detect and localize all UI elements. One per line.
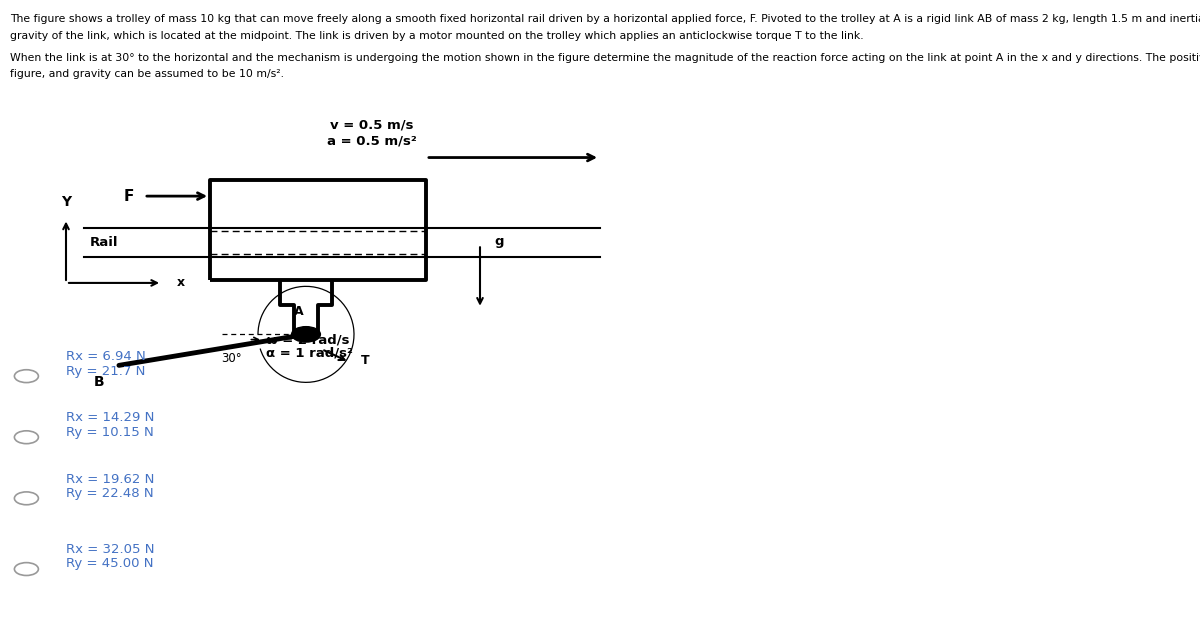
Text: T: T <box>361 354 370 367</box>
Text: The figure shows a trolley of mass 10 kg that can move freely along a smooth fix: The figure shows a trolley of mass 10 kg… <box>10 14 1200 24</box>
Text: Rail: Rail <box>90 236 119 249</box>
Text: v = 0.5 m/s: v = 0.5 m/s <box>330 119 414 132</box>
Text: a = 0.5 m/s²: a = 0.5 m/s² <box>328 135 416 148</box>
Text: When the link is at 30° to the horizontal and the mechanism is undergoing the mo: When the link is at 30° to the horizonta… <box>10 53 1200 63</box>
Text: Rx = 14.29 N: Rx = 14.29 N <box>66 412 155 424</box>
Text: Ry = 21.7 N: Ry = 21.7 N <box>66 365 145 377</box>
Text: Ry = 45.00 N: Ry = 45.00 N <box>66 557 154 570</box>
Text: A: A <box>294 305 304 318</box>
Text: 30°: 30° <box>221 352 242 365</box>
Text: Rx = 19.62 N: Rx = 19.62 N <box>66 473 155 485</box>
Text: F: F <box>124 188 133 204</box>
Text: g: g <box>494 235 504 248</box>
Text: Ry = 22.48 N: Ry = 22.48 N <box>66 487 154 500</box>
Text: Rx = 6.94 N: Rx = 6.94 N <box>66 350 145 363</box>
Text: figure, and gravity can be assumed to be 10 m/s².: figure, and gravity can be assumed to be… <box>10 69 283 80</box>
Circle shape <box>292 327 320 342</box>
Text: B: B <box>94 375 104 389</box>
Text: Rx = 32.05 N: Rx = 32.05 N <box>66 543 155 556</box>
Text: gravity of the link, which is located at the midpoint. The link is driven by a m: gravity of the link, which is located at… <box>10 31 863 41</box>
Text: Y: Y <box>61 195 71 209</box>
Text: Ry = 10.15 N: Ry = 10.15 N <box>66 426 154 439</box>
Text: x: x <box>176 276 185 289</box>
Text: α = 1 rad/s²: α = 1 rad/s² <box>266 347 353 359</box>
Text: ω = 2 rad/s: ω = 2 rad/s <box>266 334 350 347</box>
